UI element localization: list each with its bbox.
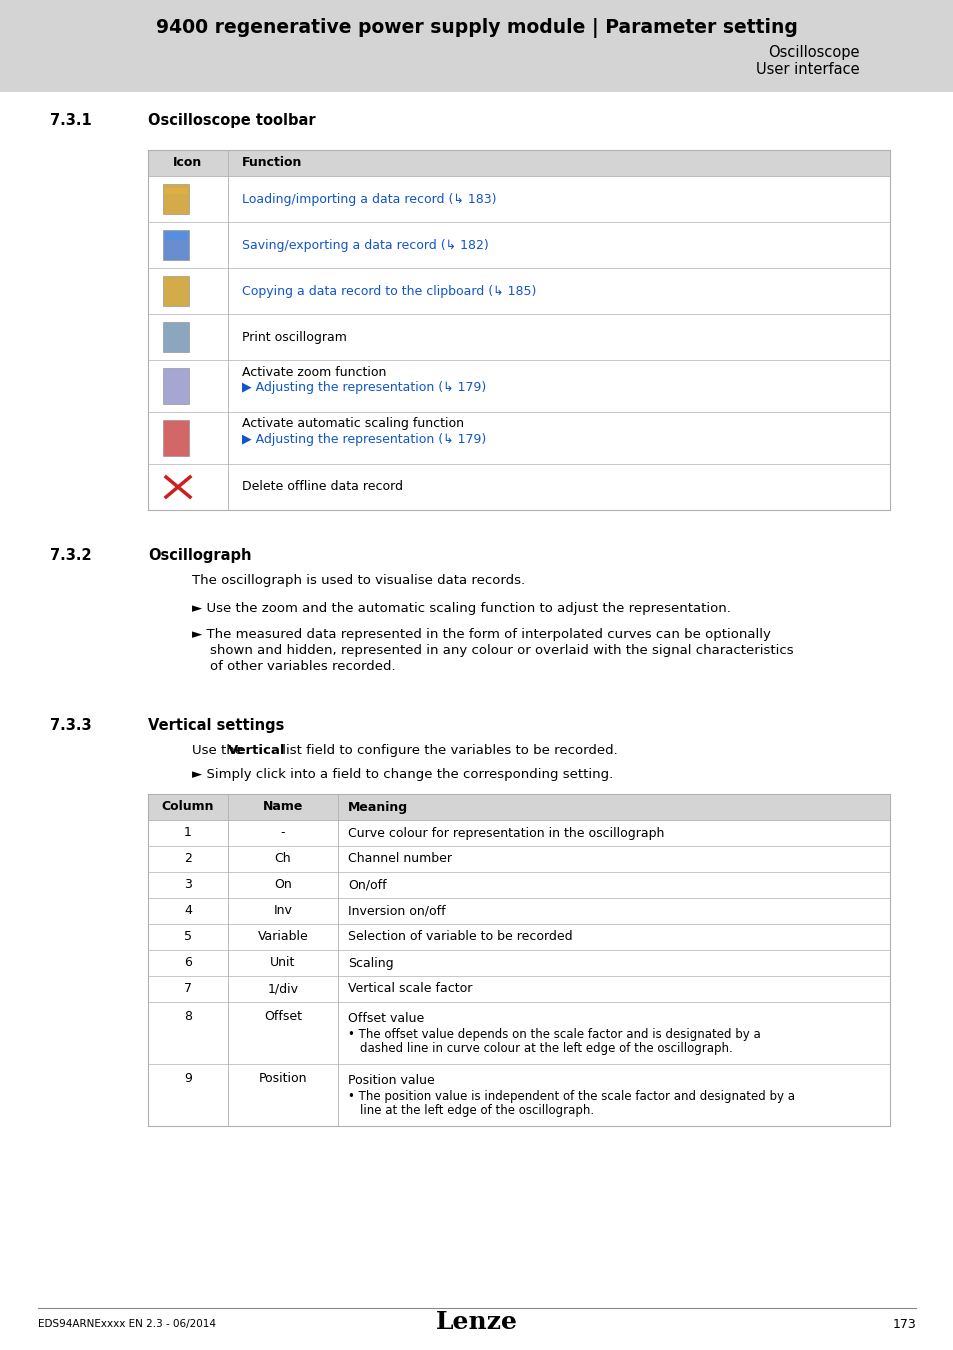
Text: 9: 9 bbox=[184, 1072, 192, 1084]
Text: Vertical: Vertical bbox=[228, 744, 285, 757]
Text: ▶ Adjusting the representation (↳ 179): ▶ Adjusting the representation (↳ 179) bbox=[242, 382, 486, 394]
Text: EDS94ARNExxxx EN 2.3 - 06/2014: EDS94ARNExxxx EN 2.3 - 06/2014 bbox=[38, 1319, 215, 1328]
Text: 8: 8 bbox=[184, 1010, 192, 1022]
Text: Print oscillogram: Print oscillogram bbox=[242, 331, 347, 343]
Text: Meaning: Meaning bbox=[348, 801, 408, 814]
Bar bbox=[0, 0, 953, 92]
Text: Copying a data record to the clipboard (↳ 185): Copying a data record to the clipboard (… bbox=[242, 285, 536, 297]
Text: Inv: Inv bbox=[274, 904, 293, 918]
Text: Position: Position bbox=[258, 1072, 307, 1084]
Bar bbox=[163, 369, 189, 404]
Bar bbox=[148, 794, 889, 819]
Text: Inversion on/off: Inversion on/off bbox=[348, 904, 445, 918]
Text: 6: 6 bbox=[184, 957, 192, 969]
Text: Name: Name bbox=[262, 801, 303, 814]
Text: of other variables recorded.: of other variables recorded. bbox=[210, 660, 395, 674]
Text: Delete offline data record: Delete offline data record bbox=[242, 481, 402, 494]
Text: Selection of variable to be recorded: Selection of variable to be recorded bbox=[348, 930, 572, 944]
Text: Lenze: Lenze bbox=[436, 1310, 517, 1334]
Text: 173: 173 bbox=[891, 1318, 915, 1331]
Text: 4: 4 bbox=[184, 904, 192, 918]
Text: • The offset value depends on the scale factor and is designated by a: • The offset value depends on the scale … bbox=[348, 1027, 760, 1041]
Bar bbox=[163, 420, 189, 456]
Text: -: - bbox=[280, 826, 285, 840]
Text: shown and hidden, represented in any colour or overlaid with the signal characte: shown and hidden, represented in any col… bbox=[210, 644, 793, 657]
Text: list field to configure the variables to be recorded.: list field to configure the variables to… bbox=[277, 744, 618, 757]
Text: 3: 3 bbox=[184, 879, 192, 891]
Text: 7.3.3: 7.3.3 bbox=[50, 718, 91, 733]
Text: ► Use the zoom and the automatic scaling function to adjust the representation.: ► Use the zoom and the automatic scaling… bbox=[192, 602, 730, 616]
Bar bbox=[163, 275, 189, 306]
Bar bbox=[163, 230, 189, 261]
Bar bbox=[165, 188, 187, 194]
Text: Vertical scale factor: Vertical scale factor bbox=[348, 983, 472, 995]
Text: Oscilloscope: Oscilloscope bbox=[768, 45, 859, 59]
Text: User interface: User interface bbox=[756, 62, 859, 77]
Bar bbox=[165, 232, 187, 240]
Text: Column: Column bbox=[162, 801, 214, 814]
Text: Variable: Variable bbox=[257, 930, 308, 944]
Text: Unit: Unit bbox=[270, 957, 295, 969]
Text: Icon: Icon bbox=[173, 157, 202, 170]
Text: Offset: Offset bbox=[264, 1010, 302, 1022]
Text: Ch: Ch bbox=[274, 852, 291, 865]
Text: On: On bbox=[274, 879, 292, 891]
Text: Activate zoom function: Activate zoom function bbox=[242, 366, 386, 378]
Text: ▶ Adjusting the representation (↳ 179): ▶ Adjusting the representation (↳ 179) bbox=[242, 433, 486, 447]
Text: 2: 2 bbox=[184, 852, 192, 865]
Text: 5: 5 bbox=[184, 930, 192, 944]
Text: Activate automatic scaling function: Activate automatic scaling function bbox=[242, 417, 463, 431]
Text: Vertical settings: Vertical settings bbox=[148, 718, 284, 733]
Text: • The position value is independent of the scale factor and designated by a: • The position value is independent of t… bbox=[348, 1089, 794, 1103]
Text: 7.3.1: 7.3.1 bbox=[50, 113, 91, 128]
Text: Oscilloscope toolbar: Oscilloscope toolbar bbox=[148, 113, 315, 128]
Text: 1/div: 1/div bbox=[267, 983, 298, 995]
Text: 7.3.2: 7.3.2 bbox=[50, 548, 91, 563]
Bar bbox=[163, 323, 189, 352]
Text: Curve colour for representation in the oscillograph: Curve colour for representation in the o… bbox=[348, 826, 663, 840]
Text: Function: Function bbox=[242, 157, 302, 170]
Text: 9400 regenerative power supply module | Parameter setting: 9400 regenerative power supply module | … bbox=[156, 18, 797, 38]
Text: ► Simply click into a field to change the corresponding setting.: ► Simply click into a field to change th… bbox=[192, 768, 613, 782]
Text: ► The measured data represented in the form of interpolated curves can be option: ► The measured data represented in the f… bbox=[192, 628, 770, 641]
Text: 7: 7 bbox=[184, 983, 192, 995]
Text: line at the left edge of the oscillograph.: line at the left edge of the oscillograp… bbox=[359, 1104, 594, 1116]
Bar bbox=[148, 150, 889, 176]
Text: Loading/importing a data record (↳ 183): Loading/importing a data record (↳ 183) bbox=[242, 193, 496, 205]
Text: Channel number: Channel number bbox=[348, 852, 452, 865]
Bar bbox=[163, 184, 189, 215]
Text: dashed line in curve colour at the left edge of the oscillograph.: dashed line in curve colour at the left … bbox=[359, 1042, 732, 1054]
Text: The oscillograph is used to visualise data records.: The oscillograph is used to visualise da… bbox=[192, 574, 524, 587]
Text: Saving/exporting a data record (↳ 182): Saving/exporting a data record (↳ 182) bbox=[242, 239, 488, 251]
Text: Oscillograph: Oscillograph bbox=[148, 548, 252, 563]
Text: Offset value: Offset value bbox=[348, 1012, 424, 1025]
Text: Scaling: Scaling bbox=[348, 957, 394, 969]
Text: On/off: On/off bbox=[348, 879, 386, 891]
Text: Position value: Position value bbox=[348, 1075, 435, 1087]
Text: Use the: Use the bbox=[192, 744, 247, 757]
Text: 1: 1 bbox=[184, 826, 192, 840]
